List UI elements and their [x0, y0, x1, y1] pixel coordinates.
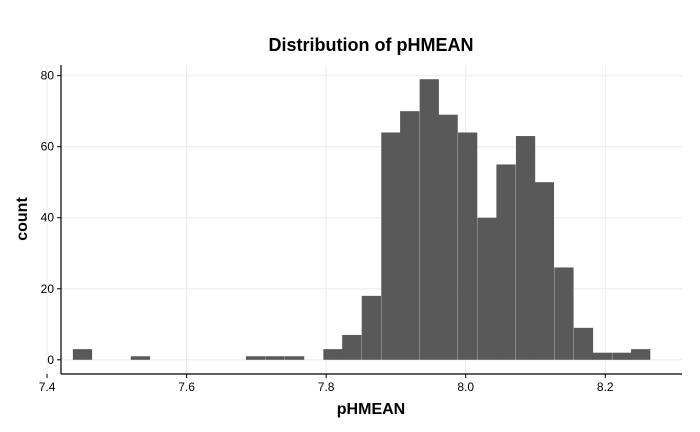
x-tick-label-1: 7.6 [178, 380, 195, 394]
y-tick-label-3: 60 [41, 140, 55, 154]
histogram-bar-13 [323, 349, 343, 360]
histogram-bar-9 [245, 356, 266, 360]
x-tick-label-0: 7.4 [39, 380, 56, 394]
y-tick-label-1: 20 [41, 282, 55, 296]
histogram-bar-20 [458, 132, 478, 360]
histogram-bar-14 [342, 334, 362, 360]
x-tick-label-3: 8.0 [457, 380, 474, 394]
histogram-bar-24 [534, 182, 555, 360]
histogram-bar-22 [496, 164, 516, 360]
histogram-bar-17 [400, 111, 420, 360]
histogram-bar-15 [361, 295, 381, 360]
histogram-bar-21 [477, 217, 497, 360]
ticks-layer: 7.4 7.6 7.8 8.0 8.2 0 20 40 60 80 [39, 69, 614, 394]
histogram-bar-26 [573, 327, 594, 360]
histogram-bar-16 [381, 132, 401, 360]
y-axis-label: count [14, 197, 31, 241]
histogram-bar-18 [419, 79, 439, 360]
histogram-bar-11 [284, 356, 305, 360]
x-tick-label-2: 7.8 [318, 380, 335, 394]
histogram-bar-27 [592, 352, 612, 360]
histogram-bar-25 [554, 267, 574, 360]
chart-title: Distribution of pHMEAN [269, 35, 474, 55]
x-tick-label-4: 8.2 [597, 380, 614, 394]
histogram-bar-23 [515, 136, 536, 360]
y-tick-label-4: 80 [41, 69, 55, 83]
histogram-bar-28 [612, 352, 632, 360]
bars-layer [72, 79, 651, 360]
y-tick-label-0: 0 [47, 353, 54, 367]
histogram-bar-29 [631, 349, 651, 360]
y-tick-label-2: 40 [41, 211, 55, 225]
histogram-bar-10 [265, 356, 285, 360]
histogram-bar-0 [72, 349, 93, 360]
histogram-bar-19 [438, 114, 458, 360]
x-axis-label: pHMEAN [337, 401, 405, 418]
histogram-bar-3 [130, 356, 151, 360]
